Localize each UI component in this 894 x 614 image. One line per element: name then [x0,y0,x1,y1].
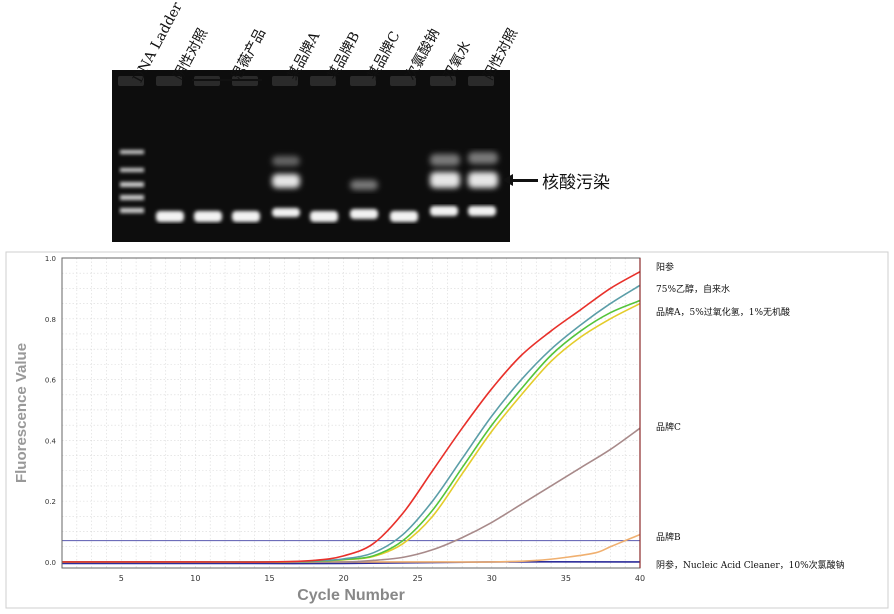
legend-ethanol-water: 75%乙醇，自来水 [656,285,731,295]
y-tick-label: 1.0 [45,255,56,263]
y-tick-label: 0.6 [45,377,57,385]
product-group-bar [192,79,262,81]
legend-brand-a: 品牌A，5%过氧化氢，1%无机酸 [656,308,791,318]
x-tick-label: 15 [264,574,274,583]
arrow-shaft [512,179,538,182]
x-tick-label: 25 [413,574,423,583]
qpcr-amplification-chart: 5 10 15 20 25 30 35 40 0.0 0.2 0.4 0.6 0.8 1.0 Cycle N… [0,250,894,614]
y-tick-label: 0.2 [45,498,56,506]
x-tick-label: 35 [561,574,571,583]
series-line [61,270,641,563]
ladder-bands [120,150,144,213]
contamination-bands [272,152,498,190]
series-line [62,561,641,565]
x-tick-label: 20 [338,574,348,583]
gel-image [112,70,510,242]
x-axis-title: Cycle Number [297,587,405,604]
legend-brand-b: 品牌B [656,533,681,543]
arrow-icon [502,174,513,186]
x-tick-label: 10 [190,574,200,583]
primer-bands [156,206,496,222]
x-tick-label: 40 [635,574,645,583]
x-tick-label: 5 [119,574,124,583]
y-axis-title: Fluorescence Value [13,343,30,483]
chart-canvas: 5 10 15 20 25 30 35 40 0.0 0.2 0.4 0.6 0.8 1.0 Cycle N… [5,251,889,609]
legend-positive: 阳参 [656,263,675,273]
y-tick-label: 0.8 [45,316,56,324]
series-layer [61,270,641,565]
contamination-annotation: 核酸污染 [542,173,610,193]
legend-negative: 阴参，Nucleic Acid Cleaner，10%次氯酸钠 [656,561,845,571]
axis-layer: 5 10 15 20 25 30 35 40 0.0 0.2 0.4 0.6 0.8 1.0 Cycle N… [13,255,645,604]
y-tick-label: 0.4 [45,437,57,445]
legend-brand-c: 品牌C [656,423,681,433]
chart-grid [62,257,641,568]
x-tick-label: 30 [487,574,497,583]
y-tick-label: 0.0 [45,559,56,567]
lane-label-positive-control: 阳性对照 [480,25,522,83]
gel-electrophoresis-figure: DNA Ladder 阴性对照 思薇产品 某品牌A 某品牌B 某品牌C 次氯酸钠… [0,0,894,245]
